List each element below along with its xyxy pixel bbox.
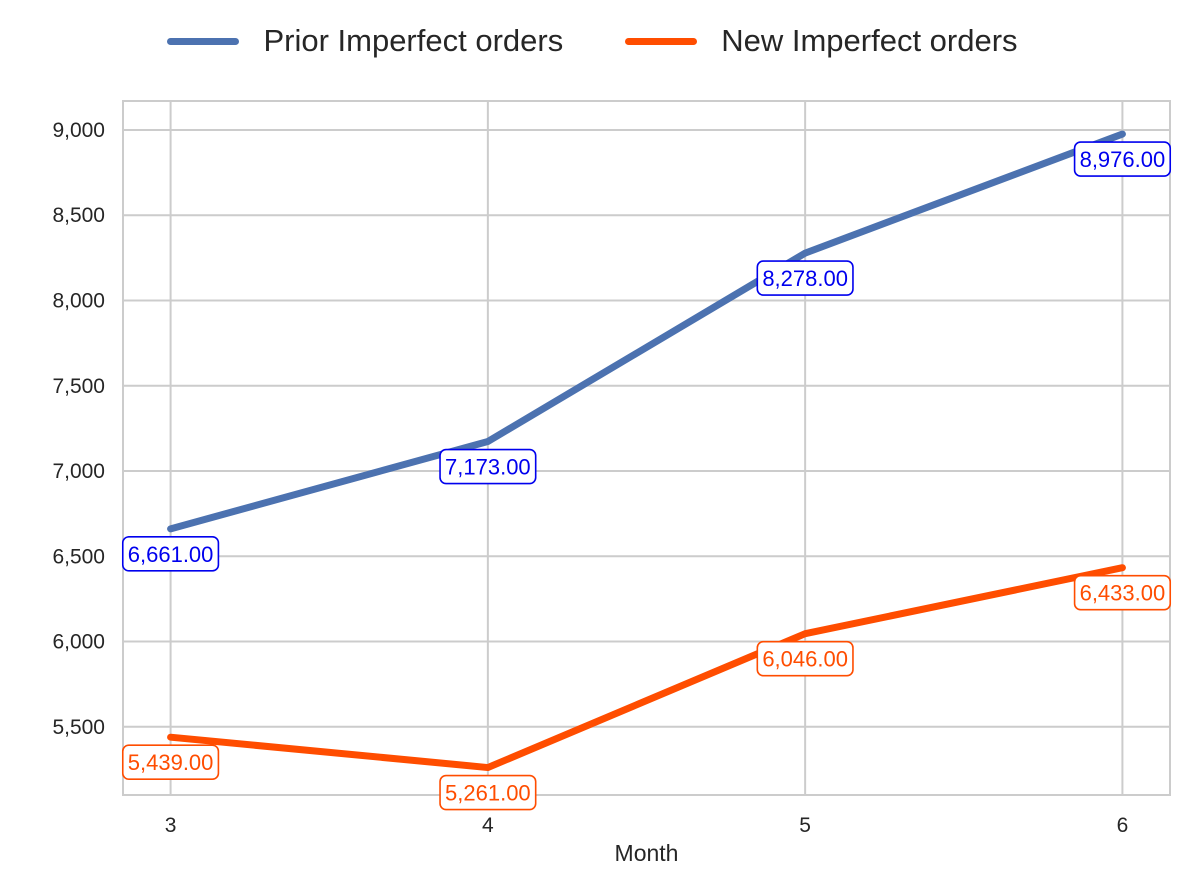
legend-item-prior[interactable]: Prior Imperfect orders [167,23,563,59]
data-label-text: 8,976.00 [1080,147,1166,172]
data-label-box [756,640,854,677]
series-line-0[interactable] [167,130,1126,533]
y-tick-label: 8,500 [52,204,105,227]
data-labels: 6,661.00 7,173.00 8,278.00 8,976.00 5,439.00… [121,141,1172,811]
y-tick-label: 9,000 [52,119,105,142]
y-axis-ticks: 5,500 6,000 6,500 7,000 7,500 8,000 8,500 9,000 [52,119,105,739]
x-axis-ticks: 3 4 5 6 [165,814,1129,837]
data-label-text: 6,046.00 [762,647,848,672]
data-label: 7,173.00 [439,448,537,485]
data-label-box [439,448,537,485]
data-label: 8,976.00 [1073,141,1172,177]
data-label-text: 8,278.00 [762,266,848,291]
series-line-1[interactable] [167,564,1126,772]
data-label-text: 5,261.00 [445,781,531,806]
y-tick-label: 6,000 [52,631,105,654]
y-tick-label: 5,500 [52,716,105,739]
x-tick-label: 3 [165,814,177,837]
series-layer [167,130,1126,772]
data-label-text: 5,439.00 [128,750,214,775]
data-label-box [121,536,220,572]
plot-area-frame [122,100,1171,796]
data-label: 6,661.00 [121,536,220,572]
data-label-box [439,774,537,811]
legend-swatch-prior [167,37,240,45]
y-tick-label: 7,000 [52,460,105,483]
data-label-box [121,744,220,780]
data-label: 6,433.00 [1073,574,1172,611]
legend-item-new[interactable]: New Imperfect orders [625,23,1018,59]
grid-lines [123,101,1170,795]
data-label-text: 6,433.00 [1080,581,1166,606]
data-label-text: 7,173.00 [445,455,531,480]
y-tick-label: 6,500 [52,545,105,568]
legend-label-prior: Prior Imperfect orders [263,23,564,58]
legend-swatch-new [625,37,698,45]
y-tick-label: 7,500 [52,375,105,398]
data-label: 8,278.00 [756,260,854,296]
x-tick-label: 5 [799,814,811,837]
data-label-box [756,260,854,296]
data-label: 5,439.00 [121,744,220,780]
data-label-box [1073,141,1172,177]
x-axis-title: Month [615,840,679,866]
data-label: 5,261.00 [439,774,537,811]
data-label-text: 6,661.00 [128,542,214,567]
data-label-box [1073,574,1172,611]
x-tick-label: 4 [482,814,494,837]
x-tick-label: 6 [1117,814,1129,837]
y-tick-label: 8,000 [52,290,105,313]
data-label: 6,046.00 [756,640,854,677]
legend-label-new: New Imperfect orders [721,23,1018,58]
chart-legend: Prior Imperfect orders New Imperfect ord… [0,18,1185,64]
